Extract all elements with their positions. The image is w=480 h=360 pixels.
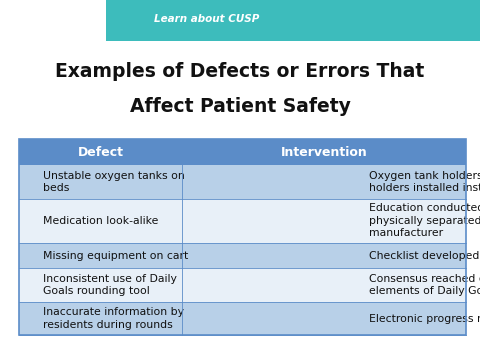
Bar — [19, 269, 182, 302]
Text: Checklist developed for stocking cart: Checklist developed for stocking cart — [369, 251, 480, 261]
Bar — [182, 199, 466, 243]
Bar — [19, 139, 466, 336]
Text: Affect Patient Safety: Affect Patient Safety — [130, 97, 350, 116]
Text: Unstable oxygen tanks on
beds: Unstable oxygen tanks on beds — [43, 171, 185, 193]
Text: Examples of Defects or Errors That: Examples of Defects or Errors That — [55, 62, 425, 81]
Bar — [19, 302, 182, 336]
Text: CUSP: CUSP — [420, 340, 454, 350]
Text: Defect: Defect — [78, 146, 124, 159]
Bar — [182, 269, 466, 302]
Text: Oxygen tank holders repaired or new
holders installed institution wide: Oxygen tank holders repaired or new hold… — [369, 171, 480, 193]
Bar — [182, 139, 466, 165]
Text: Electronic progress note developed: Electronic progress note developed — [369, 314, 480, 324]
Bar — [182, 243, 466, 269]
Text: AHRQ: AHRQ — [354, 340, 385, 350]
Bar — [19, 139, 182, 165]
Bar — [182, 302, 466, 336]
Text: Consensus reached on required
elements of Daily Goals rounding tool: Consensus reached on required elements o… — [369, 274, 480, 296]
Text: Intervention: Intervention — [280, 146, 367, 159]
Text: Inconsistent use of Daily
Goals rounding tool: Inconsistent use of Daily Goals rounding… — [43, 274, 177, 296]
Text: Inaccurate information by
residents during rounds: Inaccurate information by residents duri… — [43, 307, 184, 330]
Text: Learn about CUSP: Learn about CUSP — [154, 14, 259, 24]
Polygon shape — [106, 0, 480, 41]
Bar — [19, 243, 182, 269]
Text: Missing equipment on cart: Missing equipment on cart — [43, 251, 189, 261]
Text: Education conducted, medications
physically separated, and letter sent to
manufa: Education conducted, medications physica… — [369, 203, 480, 238]
Bar — [182, 165, 466, 199]
Bar — [19, 199, 182, 243]
Polygon shape — [106, 0, 480, 41]
Text: Medication look-alike: Medication look-alike — [43, 216, 158, 226]
Bar — [19, 165, 182, 199]
